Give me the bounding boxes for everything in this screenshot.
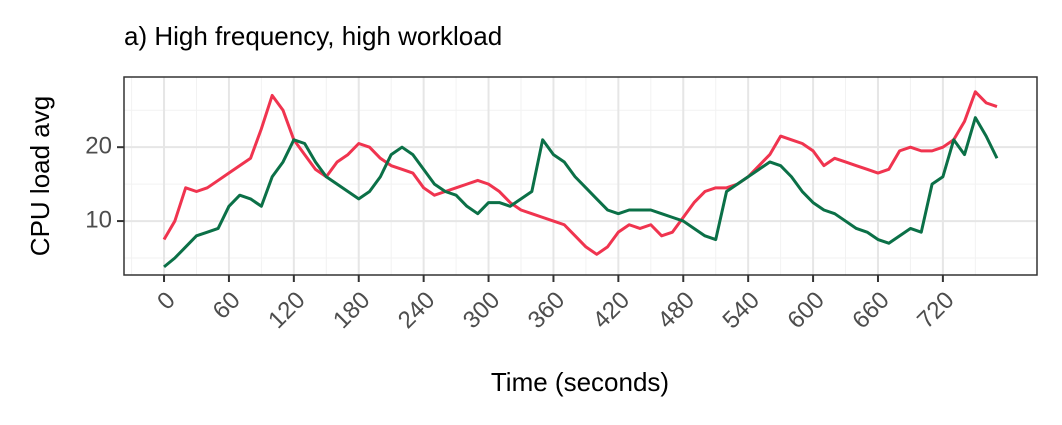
x-axis-title: Time (seconds)	[491, 367, 669, 397]
y-axis-title: CPU load avg	[25, 96, 55, 256]
chart-title: a) High frequency, high workload	[124, 21, 502, 51]
data-line	[162, 90, 998, 256]
y-tick-label: 20	[85, 133, 112, 160]
y-tick-label: 10	[85, 206, 112, 233]
data-line	[163, 116, 999, 269]
panel-border	[123, 76, 1038, 276]
